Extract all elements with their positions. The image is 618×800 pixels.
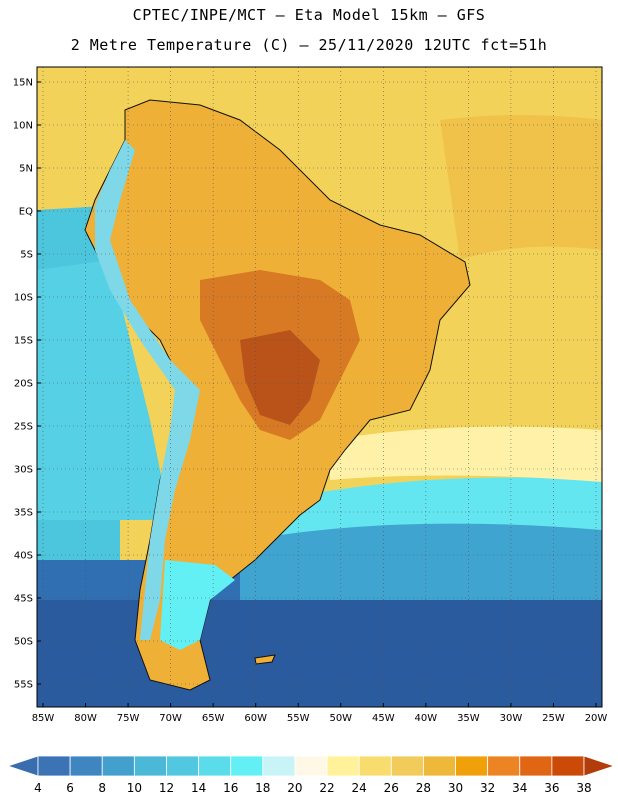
- lat-tick-label: 5S: [20, 250, 33, 261]
- lat-tick-label: 30S: [14, 465, 33, 476]
- colorbar-bin: [423, 755, 456, 777]
- colorbar-label: 18: [255, 781, 270, 795]
- lat-tick-label: 5N: [19, 164, 33, 175]
- colorbar-bin: [551, 755, 585, 777]
- lat-tick-label: 50S: [14, 637, 33, 648]
- colorbar-high-arrow: [583, 755, 616, 777]
- lat-tick-label: 25S: [14, 422, 33, 433]
- lat-tick-label: 20S: [14, 379, 33, 390]
- atlantic-cool-band: [240, 513, 602, 600]
- lon-tick-label: 30W: [500, 713, 523, 724]
- lat-tick-label: EQ: [19, 207, 33, 218]
- colorbar-label: 30: [448, 781, 463, 795]
- colorbar-label: 16: [223, 781, 238, 795]
- colorbar-label: 38: [576, 781, 591, 795]
- map-title-line-2: 2 Metre Temperature (C) – 25/11/2020 12U…: [70, 36, 548, 54]
- lat-tick-label: 45S: [14, 594, 33, 605]
- colorbar-label: 34: [512, 781, 527, 795]
- lon-tick-label: 35W: [457, 713, 480, 724]
- map-title-line-1: CPTEC/INPE/MCT – Eta Model 15km – GFS: [132, 6, 486, 24]
- temperature-map: 15N 10N 5N EQ 5S 10S 15S 20S 25S 30S 35S 40S 45S 50S 5…: [13, 60, 608, 724]
- colorbar-low-arrow: [6, 755, 39, 777]
- colorbar-bin: [230, 755, 264, 777]
- colorbar-label: 8: [98, 781, 106, 795]
- atlantic-front-band: [280, 477, 602, 535]
- lon-tick-label: 60W: [244, 713, 267, 724]
- lon-tick-label: 85W: [32, 713, 55, 724]
- falklands-island: [254, 654, 276, 665]
- lon-tick-label: 50W: [329, 713, 352, 724]
- colorbar-bin: [519, 755, 553, 777]
- atlantic-warm-band: [330, 426, 602, 482]
- colorbar-bin: [262, 755, 296, 777]
- colorbar-bin: [390, 755, 424, 777]
- colorbar-bin: [455, 755, 489, 777]
- atlantic-tropical-band: [440, 115, 602, 260]
- lat-tick-label: 10S: [14, 293, 33, 304]
- lon-tick-label: 25W: [542, 713, 565, 724]
- colorbar-label: 12: [159, 781, 174, 795]
- colorbar-label: 20: [287, 781, 302, 795]
- colorbar-label: 26: [384, 781, 399, 795]
- colorbar-bin: [69, 755, 103, 777]
- longitude-axis: 85W 80W 75W 70W 65W 60W 55W 50W 45W 40W 35W 30W 25W 2…: [32, 703, 608, 724]
- lon-tick-label: 40W: [415, 713, 438, 724]
- colorbar-bin: [133, 755, 167, 777]
- lon-tick-label: 20W: [585, 713, 608, 724]
- colorbar-label: 32: [480, 781, 495, 795]
- caribbean-strip: [60, 60, 600, 67]
- colorbar-label: 10: [127, 781, 142, 795]
- colorbar-bin: [326, 755, 360, 777]
- colorbar-label: 4: [34, 781, 42, 795]
- colorbar-bin: [358, 755, 392, 777]
- colorbar-bin: [487, 755, 521, 777]
- lon-tick-label: 45W: [372, 713, 395, 724]
- colorbar-label: 14: [191, 781, 206, 795]
- colorbar-bin: [37, 755, 71, 777]
- colorbar-label: 28: [416, 781, 431, 795]
- lon-tick-label: 65W: [202, 713, 225, 724]
- temperature-colorbar: 4 6 8 10 12 14 16 18 20 22 24 26 28 30 32 34 36 38: [6, 755, 616, 795]
- colorbar-label: 36: [544, 781, 559, 795]
- lat-tick-label: 35S: [14, 508, 33, 519]
- hottest-core-region: [240, 330, 320, 425]
- colorbar-bin: [166, 755, 199, 777]
- lat-tick-label: 55S: [14, 680, 33, 691]
- colorbar-label: 6: [66, 781, 74, 795]
- lon-tick-label: 55W: [287, 713, 310, 724]
- map-frame: [36, 66, 603, 708]
- pacific-cool-band-2: [37, 260, 170, 520]
- colorbar-bin: [198, 755, 232, 777]
- patagonia-cool-region: [160, 560, 235, 650]
- colorbar-label: 24: [352, 781, 367, 795]
- lon-tick-label: 75W: [117, 713, 140, 724]
- southern-ocean-cold-band: [37, 600, 602, 707]
- lat-tick-label: 15N: [13, 78, 33, 89]
- colorbar-bin: [294, 755, 328, 777]
- lat-tick-label: 40S: [14, 551, 33, 562]
- lat-tick-label: 15S: [14, 336, 33, 347]
- lat-lon-grid: [37, 67, 602, 707]
- colorbar-bin: [101, 755, 135, 777]
- lat-tick-label: 10N: [13, 121, 33, 132]
- colorbar-label: 22: [319, 781, 334, 795]
- andes-cold-strip: [95, 140, 200, 640]
- latitude-axis: 15N 10N 5N EQ 5S 10S 15S 20S 25S 30S 35S 40S 45S 50S 5…: [13, 78, 41, 691]
- lon-tick-label: 80W: [74, 713, 97, 724]
- lon-tick-label: 70W: [159, 713, 182, 724]
